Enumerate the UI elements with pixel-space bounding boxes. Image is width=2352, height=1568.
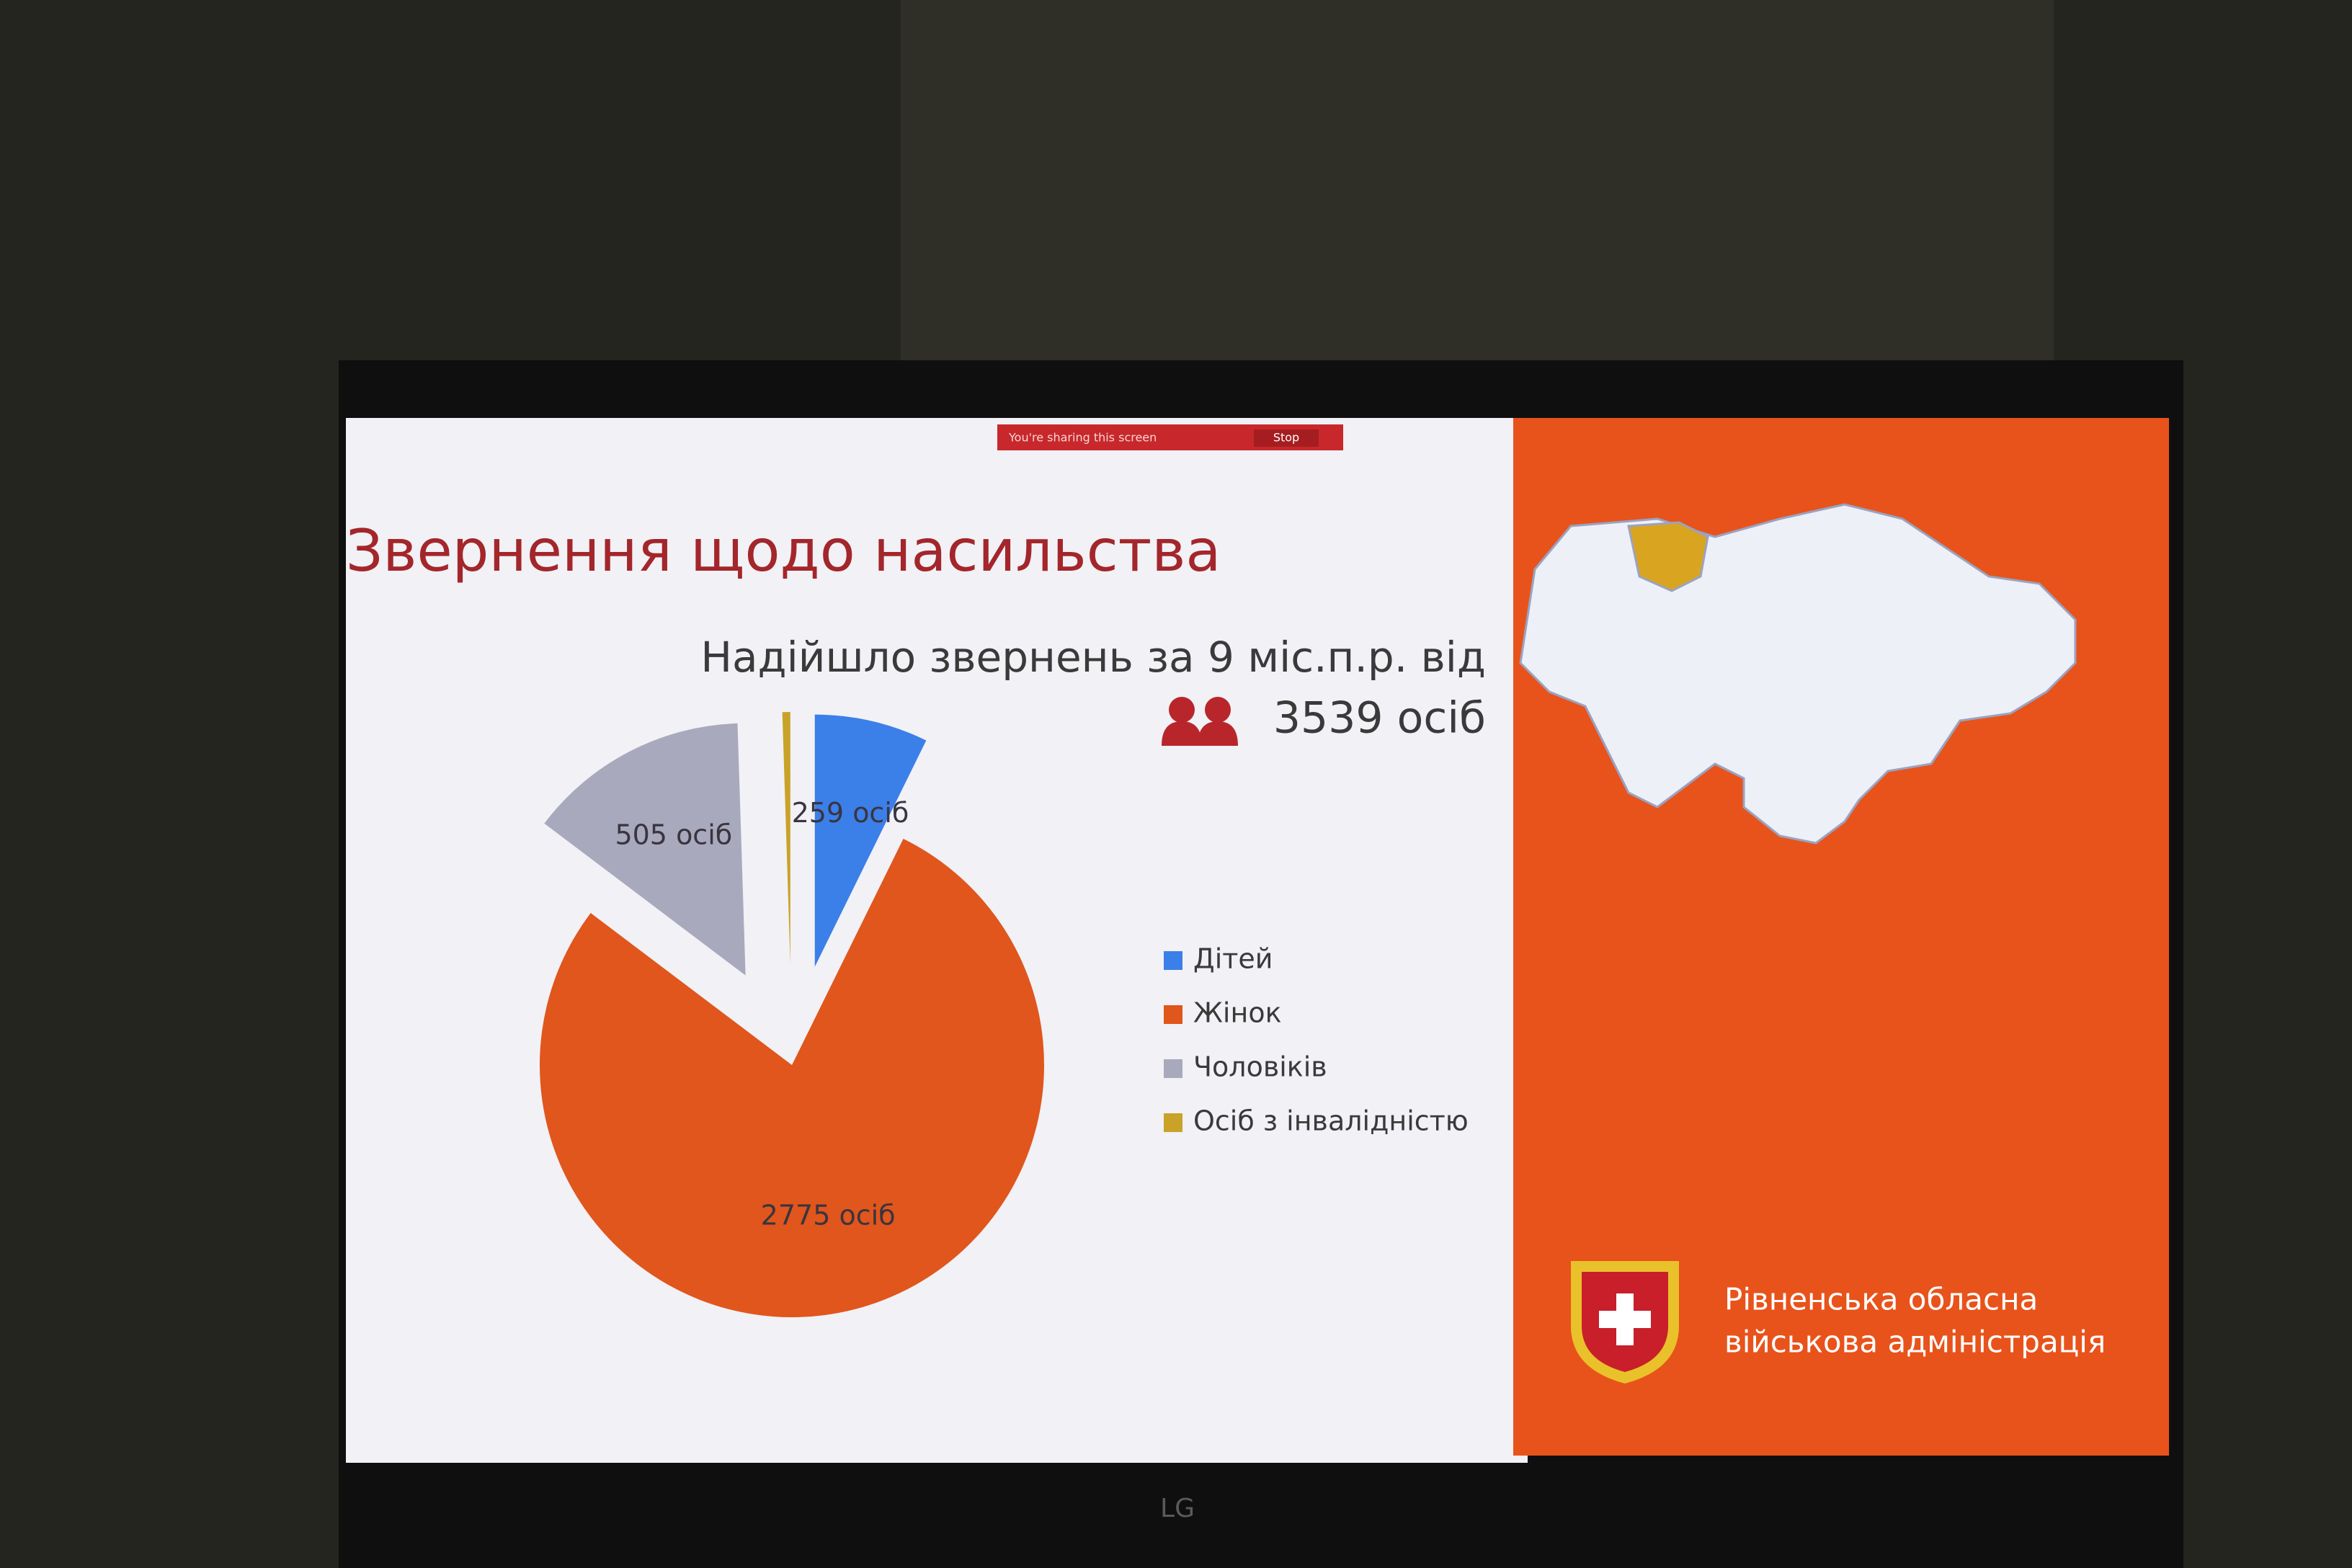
org-line: Рівненська обласна: [1724, 1282, 2038, 1317]
sharing-text: You're sharing this screen: [1008, 431, 1157, 445]
total-label: 3539 осіб: [1273, 693, 1486, 744]
legend-label: Осіб з інвалідністю: [1193, 1105, 1469, 1137]
legend-label: Дітей: [1193, 943, 1273, 975]
legend-swatch: [1164, 951, 1182, 970]
coat-of-arms: [1571, 1261, 1679, 1384]
pie-slice: [544, 723, 746, 976]
slice-label: 2775 осіб: [761, 1200, 896, 1231]
slice-label: 505 осіб: [615, 819, 732, 850]
legend-swatch: [1164, 1059, 1182, 1078]
legend-swatch: [1164, 1113, 1182, 1132]
stop-button[interactable]: [1254, 429, 1319, 447]
stop-label[interactable]: Stop: [1273, 431, 1299, 445]
ukraine-map: [1519, 503, 2077, 845]
slide-subtitle: Надійшло звернень за 9 міс.п.р. від: [700, 633, 1486, 682]
tv-brand: LG: [1160, 1494, 1195, 1523]
org-line: військова адміністрація: [1724, 1324, 2106, 1360]
legend-label: Жінок: [1193, 997, 1282, 1029]
legend-swatch: [1164, 1005, 1182, 1024]
wall-panel: [901, 0, 2054, 360]
slice-label: 259 осіб: [792, 797, 909, 829]
slide-title: Звернення щодо насильства: [346, 517, 1221, 584]
legend-label: Чоловіків: [1193, 1051, 1327, 1083]
pie-slice: [814, 714, 927, 967]
pie-slice: [782, 712, 790, 965]
pie-slice: [540, 838, 1045, 1317]
people-icon: [1162, 697, 1238, 746]
